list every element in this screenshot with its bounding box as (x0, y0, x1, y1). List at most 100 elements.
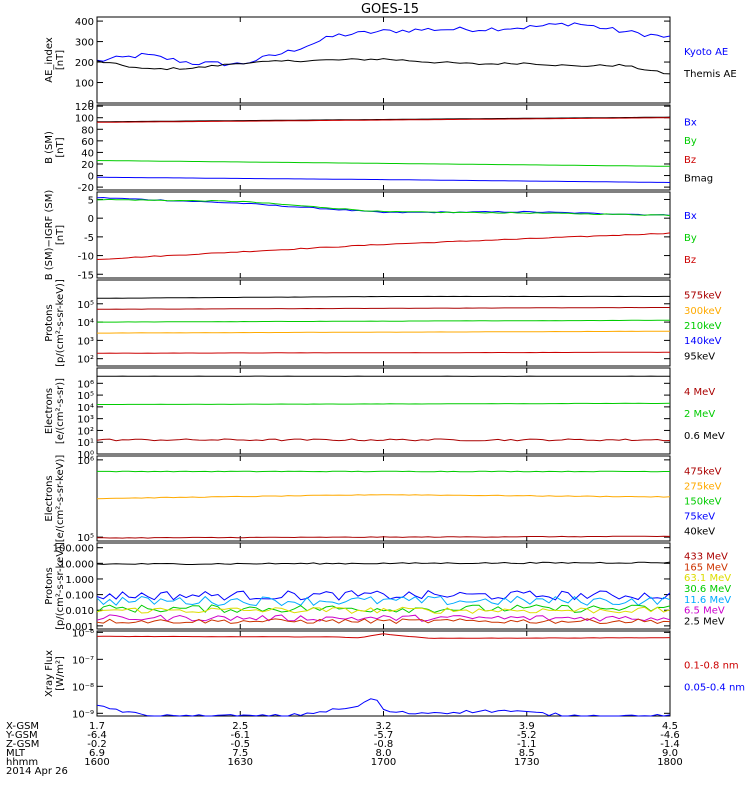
x-axis-row-value: 2.5 (232, 721, 248, 732)
series-line-95kev (96, 351, 670, 354)
y-axis-label: B (SM) (44, 131, 55, 164)
y-tick-label: 10⁻⁶ (72, 628, 94, 639)
y-axis-label: Electrons (44, 388, 55, 434)
y-tick-label: 1.000 (65, 575, 94, 586)
series-line-575kev (96, 295, 670, 299)
y-axis-label: Electrons (44, 475, 55, 521)
series-line-0-1-0-8-nm (96, 633, 671, 639)
y-tick-label: 10⁵ (77, 533, 94, 544)
x-axis-row-value: 1.7 (89, 721, 105, 732)
series-line-bz (97, 117, 671, 123)
x-axis-row-value: -5.2 (517, 730, 537, 741)
series-line-by (96, 160, 671, 167)
y-tick-label: 10⁵ (77, 391, 94, 402)
y-tick-label: -20 (78, 183, 94, 194)
x-axis-row-value: 3.9 (519, 721, 535, 732)
y-tick-label: 0.100 (65, 591, 94, 602)
series-line-300kev (96, 307, 670, 310)
x-axis-row-label: MLT (6, 748, 26, 759)
legend-entry: Themis AE (683, 69, 737, 80)
x-axis-row-value: 3.2 (376, 721, 392, 732)
x-axis-row-value: -4.6 (660, 730, 680, 741)
legend-entry: 275keV (684, 482, 722, 493)
series-line-kyoto-ae (96, 22, 671, 67)
y-tick-label: 20 (81, 160, 94, 171)
chart-title: GOES-15 (361, 2, 419, 17)
legend-entry: 11.6 MeV (684, 595, 731, 606)
date-label: 2014 Apr 26 (6, 766, 68, 777)
x-axis-row-value: 1630 (228, 757, 253, 768)
legend-entry: 75keV (684, 512, 715, 523)
legend-entry: 165 MeV (684, 562, 728, 573)
y-tick-label: 120 (75, 102, 94, 113)
y-tick-label: 10³ (77, 336, 94, 347)
y-tick-label: 10² (77, 426, 94, 437)
series-line-bz (96, 232, 671, 260)
series-line-2-5-mev (96, 618, 671, 625)
panel-frame (96, 455, 671, 542)
panel-frame (96, 191, 671, 279)
y-tick-label: 0.010 (65, 606, 94, 617)
series-line-0-6-mev (96, 438, 671, 442)
x-axis-row-value: 1800 (657, 757, 682, 768)
legend-entry: 433 MeV (684, 551, 728, 562)
panel-frame (96, 630, 671, 717)
y-tick-label: 10⁻⁹ (72, 709, 94, 720)
legend-entry: 210keV (684, 321, 722, 332)
y-tick-label: -5 (84, 233, 94, 244)
legend-entry: 40keV (684, 527, 715, 538)
series-line-30-6-mev (96, 595, 671, 607)
legend-entry: 4 MeV (684, 387, 715, 398)
legend-entry: 140keV (684, 336, 722, 347)
x-axis-row-value: -6.1 (230, 730, 250, 741)
x-axis-row-value: -1.1 (517, 739, 537, 750)
series-line-275kev (96, 494, 671, 500)
x-axis-row-value: 8.0 (376, 748, 392, 759)
x-axis-rows: X-GSM 1.7 2.5 3.2 3.9 4.5 Y-GSM -6.4 -6.1 -5.7 -5.… (5, 721, 683, 777)
y-tick-label: -10 (78, 252, 94, 263)
y-tick-label: 10³ (77, 415, 94, 426)
legend-entry: 300keV (684, 306, 722, 317)
y-tick-label: 10⁴ (77, 403, 94, 414)
y-axis-unit: [nT] (55, 225, 66, 245)
x-axis-row-value: -0.5 (230, 739, 250, 750)
y-tick-label: 10¹ (77, 438, 94, 449)
x-axis-row-label: Z-GSM (6, 739, 39, 750)
y-axis-unit: [p/(cm²-s-sr-keV)] (55, 542, 66, 630)
y-tick-label: 10⁻⁸ (72, 682, 94, 693)
legend-entry: 0.05-0.4 nm (684, 683, 745, 694)
legend-entry: 63.1 MeV (684, 573, 731, 584)
y-axis-unit: [e/(cm²-s-sr-keV)] (55, 455, 66, 543)
legend-entry: 2.5 MeV (684, 617, 725, 628)
series-line-165-mev (96, 606, 671, 614)
series-line-40kev (96, 535, 671, 539)
y-tick-label: 400 (75, 17, 94, 28)
y-axis-label: AE_index (44, 37, 55, 83)
y-axis-unit: [p/(cm²-s-sr-keV)] (55, 279, 66, 367)
y-tick-label: 60 (81, 137, 94, 148)
x-axis-row-value: -0.2 (87, 739, 107, 750)
y-tick-label: 10⁵ (77, 300, 94, 311)
y-tick-label: 0.001 (65, 622, 94, 633)
y-axis-label: Xray Flux (44, 650, 55, 697)
y-tick-label: 10⁰ (77, 450, 94, 461)
panel-protons_kev: 10² 10³ 10⁴ 10⁵ Protons [p/(cm²-s-sr-keV)] 575… (44, 279, 722, 367)
x-axis-row-label: hhmm (6, 757, 38, 768)
y-axis-unit: [e/(cm²-s-sr)] (55, 378, 66, 444)
legend-entry: Bz (684, 155, 696, 166)
y-tick-label: 100 (75, 114, 94, 125)
legend-entry: 2 MeV (684, 409, 715, 420)
x-axis-row-value: 8.5 (519, 748, 535, 759)
y-tick-label: 0 (88, 172, 94, 183)
legend-entry: Bx (684, 211, 697, 222)
y-axis-unit: [nT] (55, 50, 66, 70)
y-axis-label: Protons (44, 567, 55, 604)
panel-protons_mev: 0.001 0.010 0.100 1.000 10.000 100.000 Protons… (44, 542, 731, 633)
y-tick-label: 200 (75, 58, 94, 69)
y-axis-label: B (SM)−IGRF (SM) (44, 190, 55, 281)
panel-xray: 10⁻⁹ 10⁻⁸ 10⁻⁷ 10⁻⁶ Xray Flux [W/m²] 0.1-0.8 n… (44, 628, 745, 720)
x-axis-row-value: 4.5 (662, 721, 678, 732)
y-tick-label: 5 (88, 195, 94, 206)
